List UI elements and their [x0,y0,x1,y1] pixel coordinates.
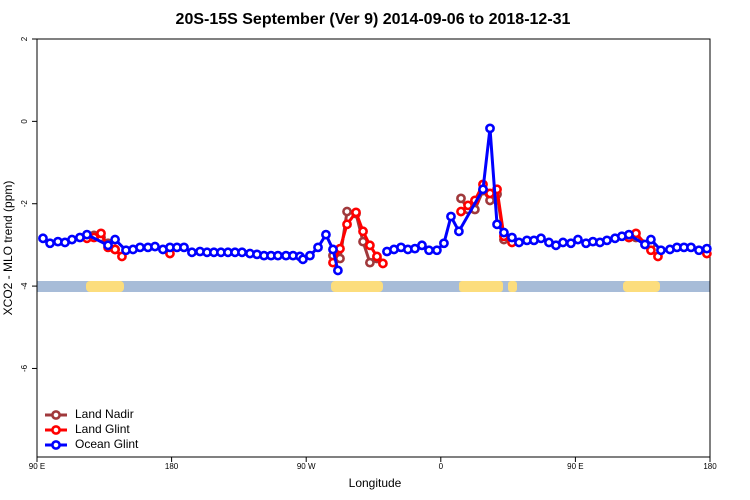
y-tick-label: -2 [20,200,29,208]
data-point [656,245,666,256]
legend-label: Land Glint [75,422,130,436]
legend-marker [51,425,61,435]
data-point [478,184,488,195]
land-patch [508,281,517,292]
y-tick-label: -4 [20,282,29,290]
data-point [446,211,456,222]
data-point [351,207,361,218]
data-point [150,241,160,252]
data-point [358,226,368,237]
legend-label: Ocean Glint [75,437,139,451]
data-point [342,219,352,230]
data-point [187,247,197,258]
land-mask [37,281,710,292]
x-tick-label: 0 [439,462,444,471]
data-point [463,200,473,211]
data-point [701,243,712,254]
data-point [333,265,343,276]
data-point [686,242,696,253]
chart-title: 20S-15S September (Ver 9) 2014-09-06 to … [176,11,571,28]
data-point [646,245,656,256]
data-point [558,237,568,248]
data-point [110,244,120,255]
data-point [365,257,375,268]
data-point [135,242,145,253]
data-point [602,235,612,246]
data-point [96,228,106,239]
data-point [179,242,189,253]
data-point [456,193,466,204]
data-point [507,232,517,243]
y-axis-label: XCO2 - MLO trend (ppm) [1,181,15,316]
y-tick-label: 0 [20,119,29,124]
data-point [45,238,55,249]
data-point [453,226,464,237]
data-point [573,234,583,245]
land-patch [623,281,660,292]
data-point [372,251,382,262]
data-point [273,250,283,261]
data-point [536,233,546,244]
data-point [298,254,308,265]
data-point [321,229,331,240]
data-point [485,123,495,134]
legend-marker [51,440,61,450]
x-tick-label: 180 [703,462,717,471]
x-axis-label: Longitude [349,476,402,490]
data-point [640,239,650,250]
data-point [424,245,434,256]
data-point [110,234,120,245]
data-point [305,250,315,261]
data-point [67,234,77,245]
legend-label: Land Nadir [75,407,134,421]
data-point [313,242,323,253]
data-point [417,240,427,251]
data-point [378,258,388,269]
data-point [365,240,375,251]
x-tick-label: 90 W [297,462,316,471]
x-tick-label: 180 [165,462,179,471]
y-tick-label: 2 [20,36,29,41]
data-point [646,234,656,245]
x-tick-label: 90 E [567,462,583,471]
data-point [432,245,442,256]
data-point [439,238,449,249]
land-patch [86,281,124,292]
land-patch [459,281,503,292]
data-point [38,233,48,244]
data-point [492,219,502,230]
data-point [566,238,576,249]
y-tick-label: -6 [20,364,29,372]
data-point [694,245,704,256]
data-point [328,244,338,255]
land-patch [331,281,383,292]
x-tick-label: 90 E [29,462,45,471]
data-point [499,227,509,238]
data-point [237,247,247,258]
data-point [82,229,92,240]
data-point [342,206,352,217]
legend-marker [51,410,61,420]
data-point [514,237,524,248]
data-point [456,206,466,217]
data-point [103,240,113,251]
data-point [624,229,634,240]
